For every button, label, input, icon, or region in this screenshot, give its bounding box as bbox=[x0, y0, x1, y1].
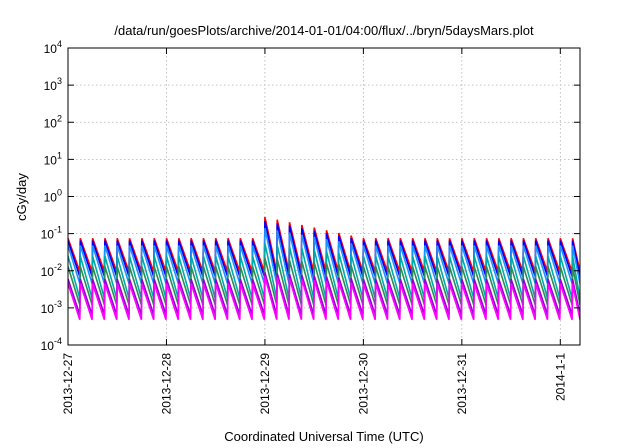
x-axis-label: Coordinated Universal Time (UTC) bbox=[224, 429, 423, 444]
x-tick-label: 2014-1-1 bbox=[553, 353, 567, 401]
series-line bbox=[68, 216, 580, 272]
series-line bbox=[68, 243, 580, 299]
series-line bbox=[68, 228, 580, 284]
tick-marks bbox=[67, 47, 580, 346]
y-tick-label: 10-2 bbox=[41, 262, 62, 279]
x-tick-label: 2013-12-29 bbox=[258, 353, 272, 415]
series-line bbox=[68, 220, 580, 277]
y-tick-label: 100 bbox=[44, 188, 62, 205]
y-tick-label: 101 bbox=[44, 150, 62, 167]
series-line bbox=[68, 272, 580, 316]
series-line bbox=[68, 276, 580, 320]
x-tick-label: 2013-12-31 bbox=[455, 353, 469, 415]
x-tick-label: 2013-12-28 bbox=[159, 353, 173, 415]
x-tick-label: 2013-12-27 bbox=[61, 353, 75, 415]
y-tick-label: 104 bbox=[44, 39, 62, 56]
y-tick-label: 10-1 bbox=[41, 225, 62, 242]
y-tick-label: 10-3 bbox=[41, 299, 62, 316]
y-axis-label: cGy/day bbox=[14, 173, 29, 221]
y-tick-label: 10-4 bbox=[41, 336, 62, 353]
chart-title: /data/run/goesPlots/archive/2014-01-01/0… bbox=[114, 23, 534, 38]
y-tick-labels: 10-4 10-3 10-2 10-1 100 101 102 103 104 bbox=[41, 39, 62, 353]
y-tick-label: 103 bbox=[44, 76, 62, 93]
x-tick-label: 2013-12-30 bbox=[356, 353, 370, 415]
series-layer bbox=[68, 216, 580, 320]
series-line bbox=[68, 257, 580, 306]
x-tick-labels: 2013-12-27 2013-12-28 2013-12-29 2013-12-30… bbox=[61, 353, 567, 415]
y-tick-label: 102 bbox=[44, 113, 62, 130]
